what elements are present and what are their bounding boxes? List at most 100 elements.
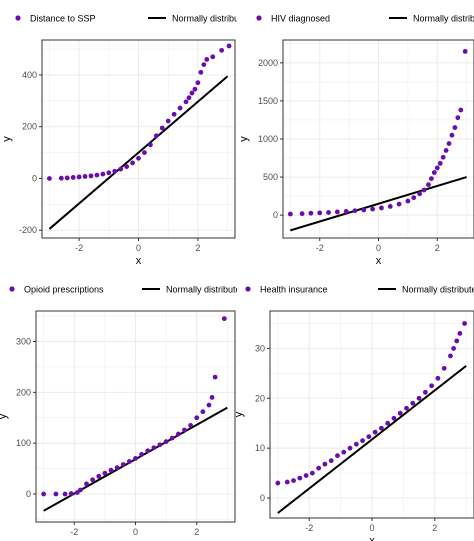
data-point [317,210,323,216]
y-axis-title: y [238,136,250,142]
legend-label-line: Normally distributed [402,285,474,295]
data-point [120,462,126,467]
y-tick-label: 1500 [258,96,278,106]
data-point [151,445,157,451]
panel-top-left: -2 0 2 -200 0 200 400 x y Distance to SSP Normally… [1,14,237,268]
data-point [142,150,147,155]
x-tick-label: 2 [435,243,440,253]
x-tick-label: -2 [316,243,324,253]
data-point [195,80,201,86]
data-point [53,491,59,497]
data-point [328,458,334,464]
data-point [64,175,70,181]
data-point [379,205,384,211]
data-point [118,166,124,172]
data-point [133,456,138,461]
data-point [404,405,409,411]
data-point [96,473,102,479]
data-point [182,427,187,433]
data-point [139,451,145,457]
legend-key-points [9,286,15,292]
data-point [114,465,120,470]
data-point [84,481,89,487]
data-point [410,400,416,406]
data-point [157,442,163,448]
data-point [130,160,135,166]
data-point [194,415,200,421]
y-tick-label: 300 [16,337,31,347]
data-point [421,187,427,193]
data-point [284,479,290,485]
data-point [385,420,391,426]
data-point [291,478,296,483]
data-point [397,410,403,416]
data-point [308,210,314,216]
data-point [192,86,198,92]
data-point [343,208,349,214]
data-point [443,148,449,153]
data-point [370,206,376,212]
data-point [147,142,153,148]
data-point [335,453,340,459]
x-tick-label: -2 [305,523,313,533]
data-point [428,176,434,182]
data-point [209,395,215,400]
x-tick-label: 0 [376,243,381,253]
legend: Distance to SSP Normally distributed [15,14,237,24]
data-point [435,375,441,381]
data-point [94,172,100,178]
legend-key-points [15,15,21,21]
data-point [341,449,347,455]
data-point [422,389,428,395]
x-axis-title: x [376,255,382,267]
data-point [458,107,464,113]
y-tick-label: 0 [32,173,37,183]
data-point [124,164,130,169]
data-point [316,465,322,471]
data-point [159,125,165,131]
y-tick-label: 0 [260,493,265,503]
data-point [434,165,440,171]
data-point [379,425,384,431]
data-point [347,445,353,451]
data-point [353,441,359,447]
data-point [58,175,64,181]
data-point [102,470,108,476]
y-tick-label: 0 [26,489,31,499]
data-point [309,470,315,476]
x-tick-label: 0 [136,243,141,253]
data-point [297,475,303,481]
data-point [446,141,452,146]
legend-label-line: Normally distributed [413,14,474,24]
y-tick-label: 500 [263,172,278,182]
data-point [82,174,88,179]
legend-label-points: Health insurance [260,285,328,295]
data-point [200,409,206,415]
data-point [366,434,372,440]
panel-top-right: -2 0 2 0 500 1000 1500 2000 x y HIV diagnosed Norma… [238,14,474,267]
data-point [426,182,431,188]
data-point [431,170,437,175]
data-point [391,415,397,421]
y-tick-label: 10 [255,443,265,453]
data-point [77,487,83,493]
legend: Opioid prescriptions Normally distributed [9,285,237,295]
data-point [169,435,175,441]
data-point [405,198,411,204]
data-point [183,99,189,105]
y-tick-label: 100 [16,438,31,448]
data-point [226,43,232,49]
data-point [441,365,447,371]
data-point [275,480,281,486]
data-point [188,422,194,428]
panel-bottom-left: -2 0 2 0 100 200 300 x y Opioid prescriptions Norm… [0,285,237,541]
legend-label-points: HIV diagnosed [271,14,330,24]
legend-label-points: Distance to SSP [30,14,96,24]
x-tick-label: 2 [194,527,199,537]
data-point [171,111,177,117]
data-point [210,54,216,60]
y-axis-title: y [0,413,9,419]
data-point [41,491,47,497]
